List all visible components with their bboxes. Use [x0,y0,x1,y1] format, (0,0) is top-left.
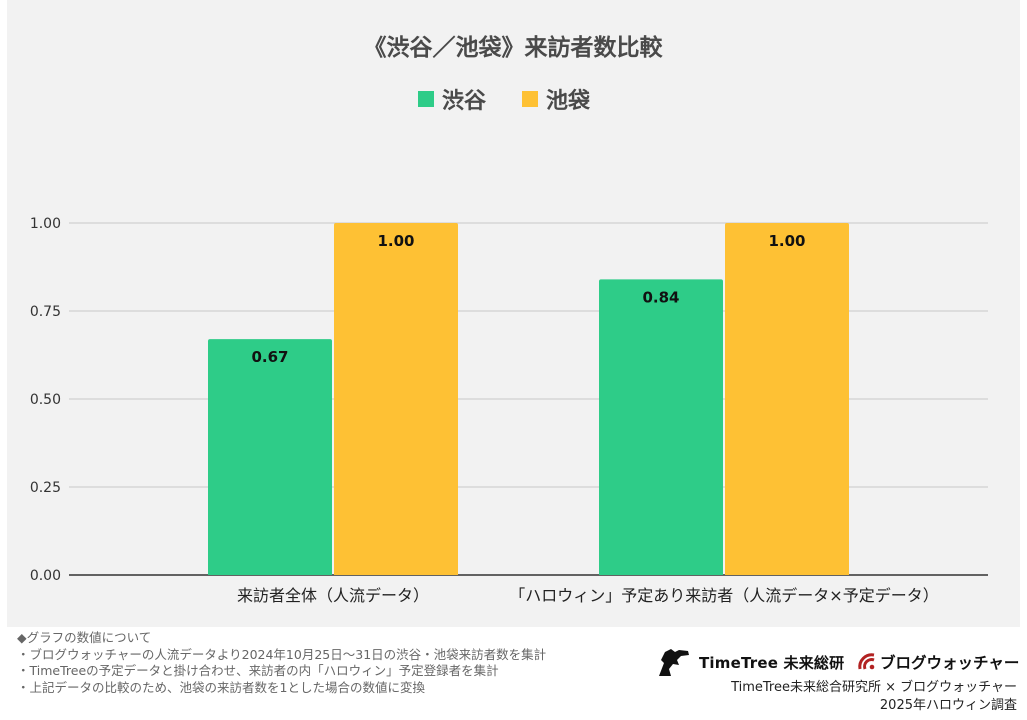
data-labels: 0.67 1.00 0.84 1.00 [251,232,805,366]
y-tick-label: 0.00 [30,568,61,584]
chart-title: 《渋谷／池袋》来訪者数比較 [364,34,664,61]
timetree-logo-text: TimeTree 未来総研 [699,653,845,672]
timetree-logo: TimeTree 未来総研 [655,645,844,679]
legend: 渋谷 池袋 [418,88,591,114]
bar-value-label: 0.84 [642,288,679,306]
category-label: 「ハロウィン」予定あり来訪者（人流データ×予定データ） [509,586,938,605]
note-line: ・TimeTreeの予定データと掛け合わせ、来訪者の内「ハロウィン」予定登録者を… [17,663,499,678]
credit-line: TimeTree未来総合研究所 × ブログウォッチャー [731,680,1017,695]
signal-icon [858,653,875,670]
note-line: ・上記データの比較のため、池袋の来訪者数を1とした場合の数値に変換 [17,679,425,695]
blogwatcher-logo-text: ブログウォッチャー [880,654,1020,672]
bar [208,339,332,575]
bar-value-label: 1.00 [377,232,414,250]
note-heading: ◆グラフの数値について [17,630,152,645]
credit: TimeTree未来総合研究所 × ブログウォッチャー 2025年ハロウィン調査 [731,679,1017,715]
bar-value-label: 0.67 [251,348,288,366]
category-labels: 来訪者全体（人流データ） 「ハロウィン」予定あり来訪者（人流データ×予定データ） [237,586,939,605]
y-tick-label: 1.00 [30,216,61,232]
category-label: 来訪者全体（人流データ） [237,586,429,605]
bar-value-label: 1.00 [768,232,805,250]
legend-label: 渋谷 [442,88,487,114]
note-line: ・ブログウォッチャーの人流データより2024年10月25日～31日の渋谷・池袋来… [17,646,547,662]
y-tick-label: 0.75 [30,304,61,320]
y-tick-label: 0.25 [30,480,61,496]
bars [208,223,849,575]
logos: TimeTree 未来総研 ブログウォッチャー [655,645,1025,679]
legend-label: 池袋 [546,88,591,114]
chart-panel: 《渋谷／池袋》来訪者数比較 渋谷 池袋 0.00 0.25 0.50 0.75 1.00 … [7,0,1020,627]
bar [725,223,849,575]
legend-swatch [418,91,434,107]
chart-notes: ◆グラフの数値について ・ブログウォッチャーの人流データより2024年10月25… [17,630,657,696]
silhouette-icon [659,649,689,676]
bar-chart: 《渋谷／池袋》来訪者数比較 渋谷 池袋 0.000.250.500.751.00 … [30,34,988,605]
credit-line: 2025年ハロウィン調査 [879,698,1017,713]
blogwatcher-logo: ブログウォッチャー [857,645,1019,679]
legend-swatch [522,91,538,107]
y-tick-label: 0.50 [30,392,61,408]
bar [334,223,458,575]
bar [599,279,723,575]
